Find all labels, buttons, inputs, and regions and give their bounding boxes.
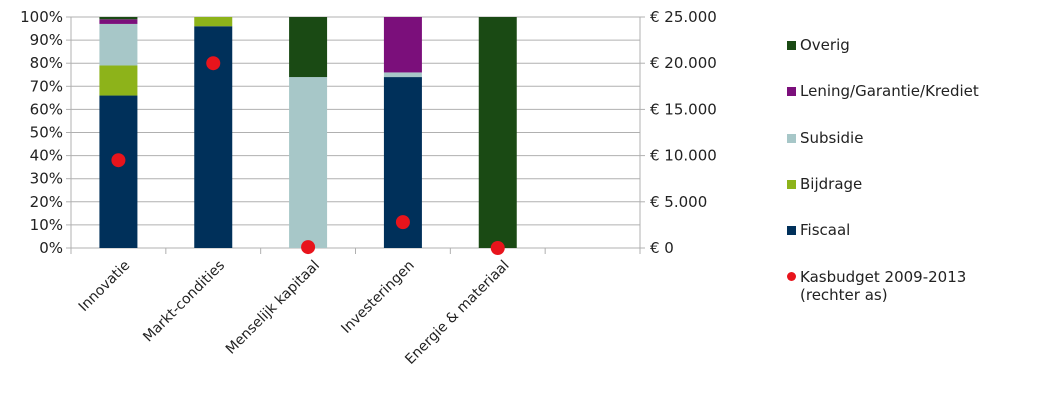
left-axis-tick-label: 70% xyxy=(30,77,63,95)
stacked-bar-chart: 0% 10% 20% 30% 40% 50% 60% 70% 80% 90% 100% € 0 € 5.… xyxy=(20,8,717,368)
left-axis-tick-label: 60% xyxy=(30,100,63,118)
category-label: Innovatie xyxy=(76,258,133,315)
right-axis-tick-label: € 25.000 xyxy=(650,8,717,26)
left-axis-tick-label: 100% xyxy=(20,8,63,26)
bar-segment-fiscaal xyxy=(99,95,138,248)
kasbudget-point xyxy=(206,56,221,71)
left-axis-tick-label: 30% xyxy=(30,170,63,188)
category-label: Investeringen xyxy=(338,258,417,337)
legend-label: Lening/Garantie/Krediet xyxy=(800,82,979,100)
category-label: Energie & materiaal xyxy=(402,258,512,368)
bar-segment-lening-garantie-krediet xyxy=(383,17,422,73)
left-axis-tick-label: 40% xyxy=(30,147,63,165)
bar-segment-lening-garantie-krediet xyxy=(99,19,138,24)
kasbudget-point xyxy=(395,215,410,230)
legend-label: Overig xyxy=(800,36,850,54)
legend-swatch xyxy=(787,226,796,235)
legend-label: Bijdrage xyxy=(800,175,863,193)
legend-label: Fiscaal xyxy=(800,221,851,239)
legend-swatch xyxy=(787,134,796,143)
category-label: Markt-condities xyxy=(140,258,228,346)
bar-segment-overig xyxy=(99,17,138,20)
left-axis-tick-label: 90% xyxy=(30,31,63,49)
bar-segment-overig xyxy=(289,17,328,78)
legend-item: Fiscaal xyxy=(787,221,850,239)
legend-swatch xyxy=(787,180,796,189)
right-axis-tick-label: € 5.000 xyxy=(650,193,707,211)
right-axis-tick-label: € 10.000 xyxy=(650,147,717,165)
kasbudget-point xyxy=(301,240,316,255)
bar-segment-bijdrage xyxy=(194,17,233,27)
chart-legend: Overig Lening/Garantie/Krediet Subsidie Bij… xyxy=(787,0,1042,396)
legend-label: Kasbudget 2009-2013 (rechter as) xyxy=(800,268,967,304)
left-axis-tick-label: 10% xyxy=(30,216,63,234)
legend-item: Lening/Garantie/Krediet xyxy=(787,82,979,100)
kasbudget-point xyxy=(490,241,505,255)
bar-segment-subsidie xyxy=(289,77,328,248)
legend-item: Subsidie xyxy=(787,129,863,147)
left-axis-tick-label: 80% xyxy=(30,54,63,72)
bar-segment-subsidie xyxy=(383,72,422,78)
legend-swatch xyxy=(787,41,796,50)
bar-segment-overig xyxy=(478,17,517,248)
legend-item: Bijdrage xyxy=(787,175,862,193)
legend-swatch xyxy=(787,87,796,96)
bar-segment-subsidie xyxy=(99,23,138,66)
category-label: Menselijk kapitaal xyxy=(223,258,323,358)
legend-item-kasbudget: Kasbudget 2009-2013 (rechter as) xyxy=(787,268,966,304)
left-axis-tick-label: 0% xyxy=(39,239,63,257)
legend-label: Subsidie xyxy=(800,129,864,147)
left-axis-tick-label: 20% xyxy=(30,193,63,211)
right-axis-tick-label: € 15.000 xyxy=(650,100,717,118)
kasbudget-point xyxy=(111,153,126,168)
right-axis-tick-label: € 20.000 xyxy=(650,54,717,72)
right-axis-tick-label: € 0 xyxy=(650,239,674,257)
legend-item: Overig xyxy=(787,36,850,54)
bar-segment-bijdrage xyxy=(99,65,138,96)
left-axis-tick-label: 50% xyxy=(30,124,63,142)
legend-dot xyxy=(787,272,796,281)
